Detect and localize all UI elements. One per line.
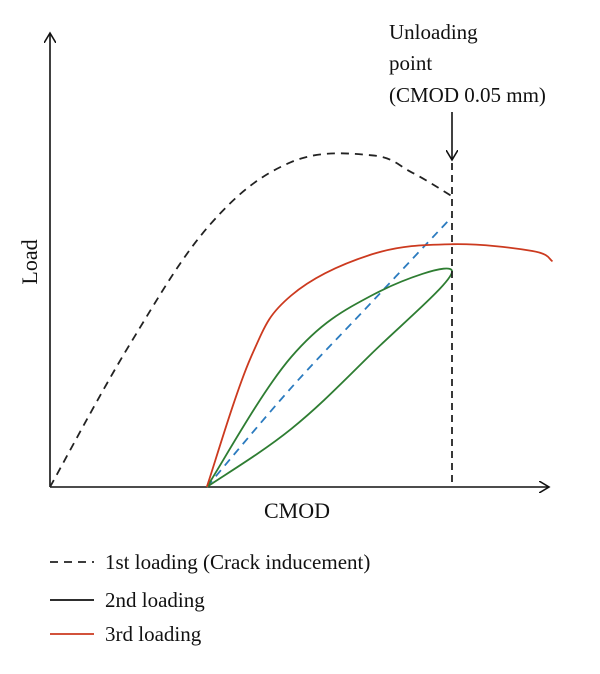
annotation-line-1: Unloading [389,20,478,44]
series-3rd-loading [205,243,554,488]
series-1st-loading [49,152,453,488]
x-axis-label: CMOD [264,498,330,523]
annotation-line-3: (CMOD 0.05 mm) [389,83,546,107]
y-axis-label: Load [17,239,42,284]
annotation-line-2: point [389,51,432,75]
legend-label-3rd-loading: 3rd loading [105,622,202,646]
legend: 1st loading (Crack inducement) 2nd loadi… [50,550,370,646]
legend-label-1st-loading: 1st loading (Crack inducement) [105,550,370,574]
legend-label-2nd-loading: 2nd loading [105,588,205,612]
series-1st-loading-unloading-branch [206,216,453,488]
series-layer [49,152,554,488]
